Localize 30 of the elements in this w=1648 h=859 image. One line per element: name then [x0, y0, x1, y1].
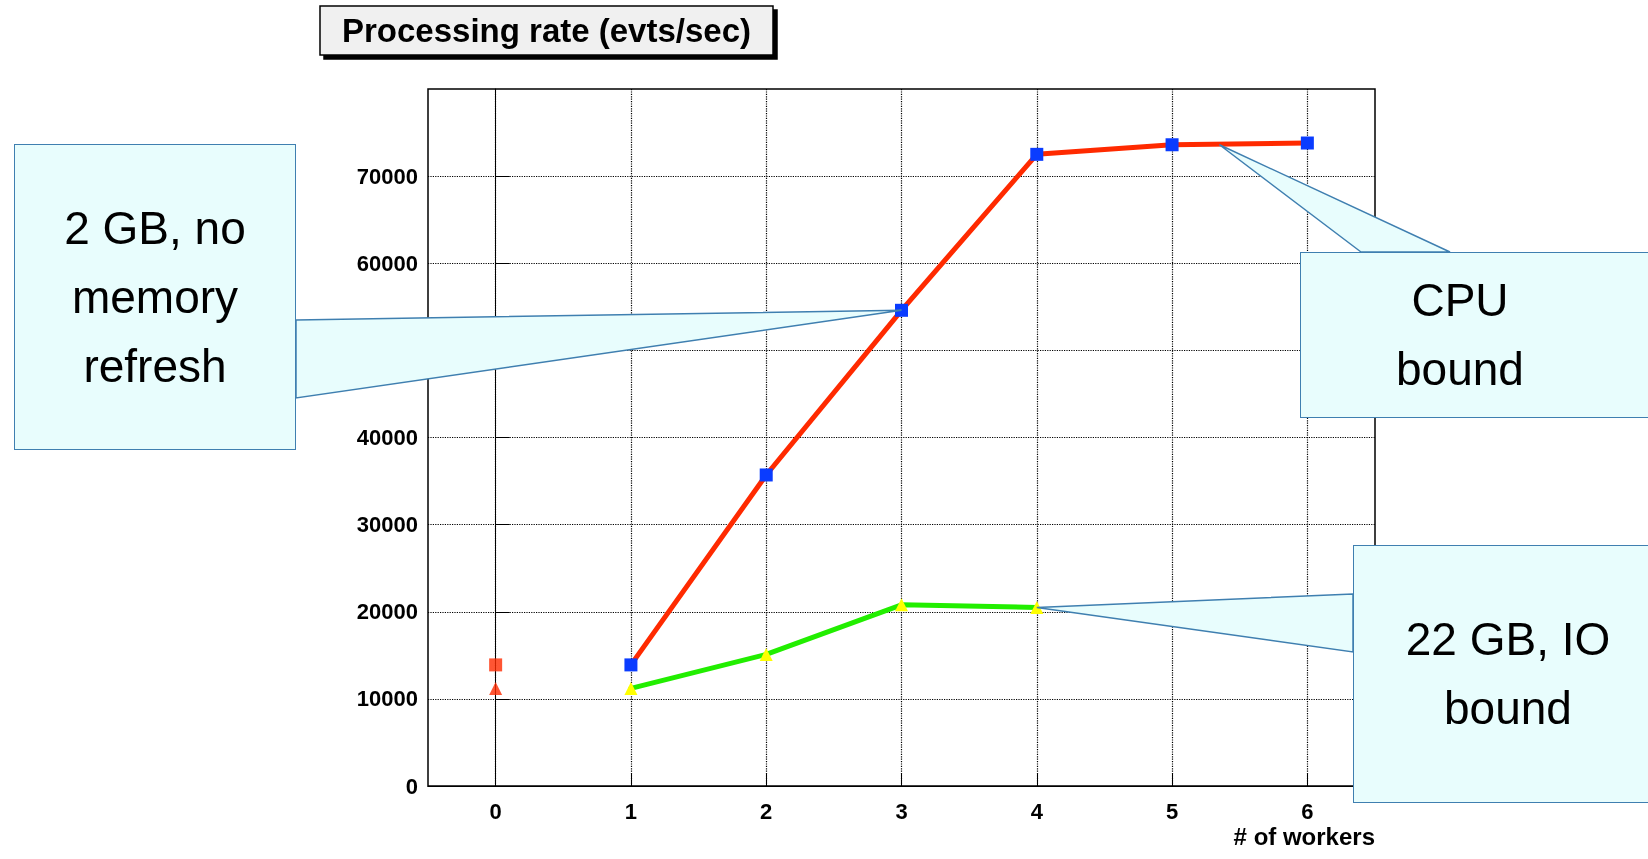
- point: [1300, 136, 1314, 150]
- x-tick-label: 1: [624, 798, 638, 824]
- point: [624, 681, 638, 695]
- chart-title: Processing rate (evts/sec): [342, 12, 752, 49]
- x-tick-label: 0: [489, 798, 502, 824]
- y-tick-label: 70000: [356, 163, 418, 189]
- point: [759, 468, 773, 482]
- y-tick-label: 60000: [356, 250, 418, 276]
- point: [624, 658, 638, 672]
- y-tick-label: 30000: [356, 512, 418, 538]
- x-tick-label: 2: [760, 798, 773, 824]
- y-tick-label: 20000: [356, 599, 418, 625]
- y-tick-label: 40000: [356, 425, 418, 450]
- point: [489, 658, 503, 672]
- point: [759, 647, 773, 661]
- x-tick-label: 3: [895, 798, 908, 824]
- x-tick-label: 6: [1301, 798, 1314, 824]
- point: [895, 303, 908, 317]
- point: [895, 598, 908, 612]
- callout-box: 2 GB, no memory refresh: [14, 144, 296, 450]
- x-tick-label: 5: [1165, 798, 1179, 824]
- callout-box: 22 GB, IO bound: [1353, 545, 1648, 803]
- x-tick-label: 4: [1030, 798, 1044, 824]
- point: [489, 681, 503, 695]
- point: [1030, 147, 1044, 161]
- point: [1165, 138, 1179, 152]
- y-tick-label: 0: [405, 773, 418, 799]
- y-tick-label: 10000: [356, 686, 418, 712]
- point: [1030, 600, 1044, 614]
- x-axis-title: # of workers: [1233, 822, 1375, 850]
